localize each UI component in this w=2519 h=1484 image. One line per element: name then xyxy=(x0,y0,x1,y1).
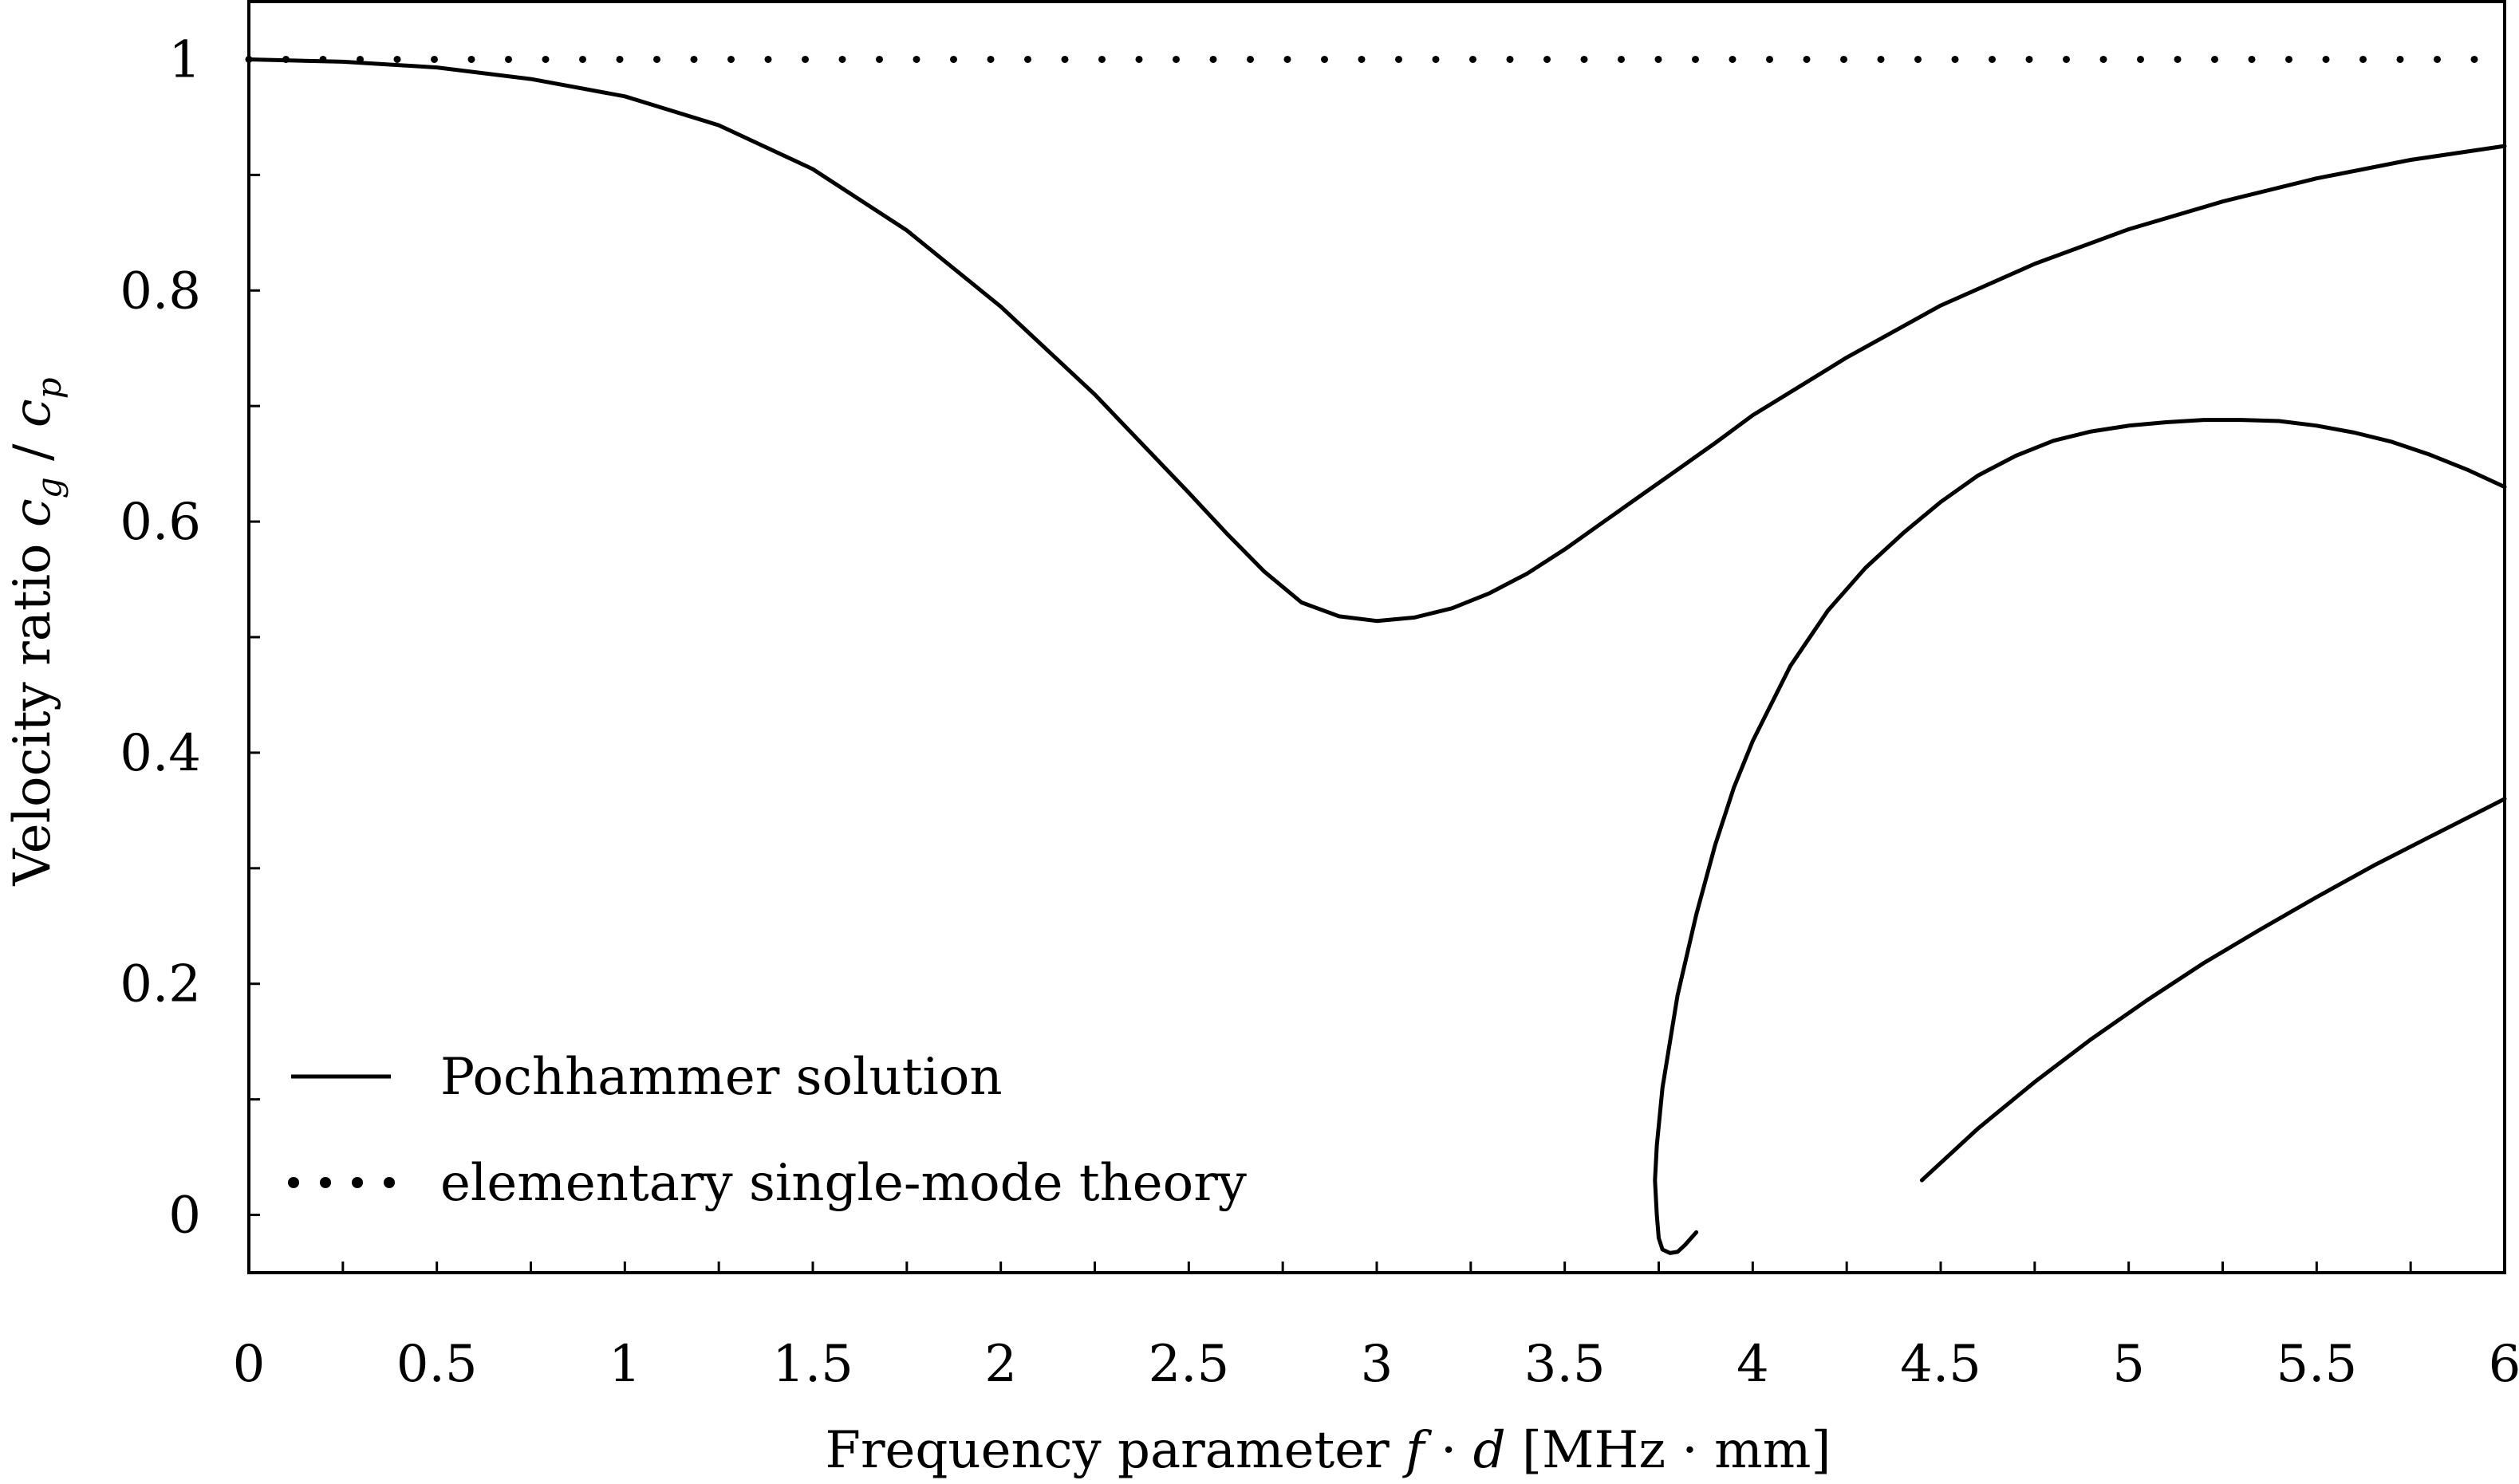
x-tick-label: 2 xyxy=(984,1335,1017,1394)
y-tick-label: 0.8 xyxy=(120,262,201,321)
series-line-pochhammer-3 xyxy=(1919,797,2507,1183)
y-tick-labels: 0 0.2 0.4 0.6 0.8 1 xyxy=(120,30,201,1245)
x-tick-label: 5.5 xyxy=(2276,1335,2357,1394)
legend-dot xyxy=(320,1177,331,1188)
x-tick-label: 6 xyxy=(2489,1335,2519,1394)
x-tick-labels: 0 0.5 1 1.5 2 2.5 3 3.5 4 4.5 5 5.5 6 xyxy=(233,1335,2519,1394)
legend-label-pochhammer: Pochhammer solution xyxy=(440,1048,1003,1107)
x-tick-label: 1.5 xyxy=(772,1335,853,1394)
y-tick-label: 0.6 xyxy=(120,493,201,552)
x-tick-label: 0.5 xyxy=(396,1335,478,1394)
x-tick-label: 0 xyxy=(233,1335,266,1394)
legend-label-elementary: elementary single-mode theory xyxy=(440,1154,1247,1213)
x-tick-label: 4 xyxy=(1736,1335,1769,1394)
x-axis-label: Frequency parameter f · d [MHz · mm] xyxy=(826,1421,1831,1480)
series-line-pochhammer-1 xyxy=(246,57,2507,624)
x-tick-label: 4.5 xyxy=(1900,1335,1981,1394)
x-tick-label: 2.5 xyxy=(1148,1335,1229,1394)
y-tick-label: 0.2 xyxy=(120,955,201,1014)
x-tick-label: 3 xyxy=(1361,1335,1394,1394)
y-axis-label: Velocity ratio cg / cp xyxy=(3,377,69,886)
x-tick-label: 3.5 xyxy=(1524,1335,1606,1394)
legend-dot xyxy=(352,1177,363,1188)
y-tick-label: 1 xyxy=(168,30,201,89)
legend-dot xyxy=(384,1177,395,1188)
legend: Pochhammer solution elementary single-mo… xyxy=(288,1048,1247,1213)
series-line-pochhammer-2 xyxy=(1653,418,2507,1255)
x-tick-label: 5 xyxy=(2112,1335,2145,1394)
y-tick-label: 0 xyxy=(168,1187,201,1246)
legend-dot xyxy=(288,1177,299,1188)
series-layer xyxy=(245,55,2509,1255)
y-tick-label: 0.4 xyxy=(120,724,201,783)
axis-ticks xyxy=(249,57,2412,1273)
x-tick-label: 1 xyxy=(609,1335,641,1394)
legend-dotted-swatch xyxy=(288,1177,395,1188)
